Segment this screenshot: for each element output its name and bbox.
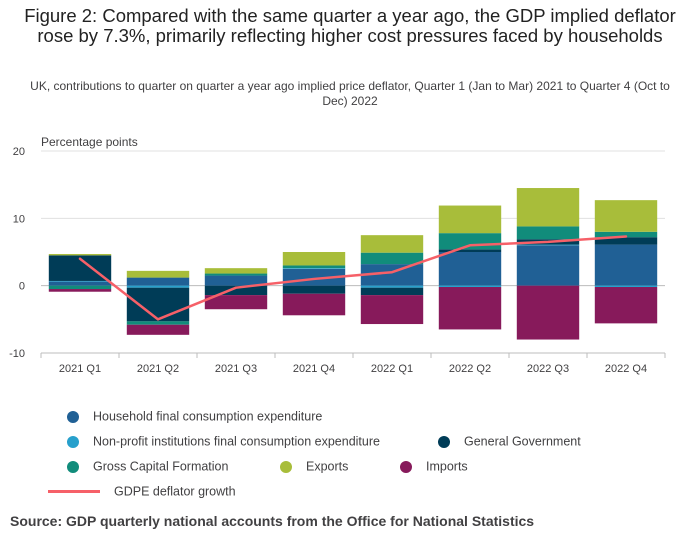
legend-item-exports[interactable]: Exports (280, 459, 348, 474)
legend-item-npish[interactable]: Non-profit institutions final consumptio… (67, 434, 380, 449)
legend-item-gdpe[interactable]: GDPE deflator growth (48, 484, 236, 499)
chart-subtitle: UK, contributions to quarter on quarter … (30, 79, 670, 108)
bar-s5-c0 (48, 289, 112, 292)
bar-s3-c1 (126, 321, 190, 325)
bar-s2-c4 (360, 287, 424, 296)
bar-s5-c7 (594, 287, 658, 324)
bar-s1-c1 (126, 285, 190, 288)
bar-s1-c7 (594, 285, 658, 288)
bar-s1-c3 (282, 268, 346, 269)
bar-s3-c2 (204, 273, 268, 276)
legend-label-exports: Exports (306, 459, 349, 474)
bar-s4-c5 (438, 205, 502, 234)
y-tick-label-3: -10 (9, 348, 25, 360)
legend-swatch-government (438, 435, 450, 448)
bar-s0-c6 (516, 245, 580, 286)
x-tick-label-3: 2021 Q4 (293, 363, 335, 375)
bar-s4-c1 (126, 270, 190, 278)
bar-s5-c1 (126, 324, 190, 335)
bar-s2-c2 (204, 285, 268, 296)
bar-s3-c7 (594, 231, 658, 238)
y-axis-label: Percentage points (41, 135, 138, 149)
legend-label-imports: Imports (426, 459, 468, 474)
legend-swatch-gdpe (48, 490, 100, 494)
y-tick-label-2: 0 (19, 281, 25, 293)
y-tick-label-1: 10 (13, 213, 25, 225)
bar-s0-c5 (438, 252, 502, 286)
bar-s1-c5 (438, 285, 502, 288)
x-tick-label-1: 2021 Q2 (137, 363, 179, 375)
legend-swatch-exports (280, 460, 292, 473)
legend-label-npish: Non-profit institutions final consumptio… (93, 434, 380, 449)
x-tick-label-0: 2021 Q1 (59, 363, 101, 375)
legend-swatch-gcf (67, 460, 79, 473)
legend-label-household: Household final consumption expenditure (93, 409, 323, 424)
legend-swatch-imports (400, 460, 412, 473)
bar-s2-c3 (282, 285, 346, 294)
legend-label-gcf: Gross Capital Formation (93, 459, 229, 474)
bar-s3-c5 (438, 233, 502, 250)
bar-s4-c6 (516, 188, 580, 227)
bar-s4-c4 (360, 235, 424, 253)
x-tick-label-2: 2021 Q3 (215, 363, 257, 375)
bar-s4-c7 (594, 200, 658, 232)
chart-title: Figure 2: Compared with the same quarter… (24, 5, 676, 46)
bar-s5-c4 (360, 295, 424, 325)
bar-s4-c3 (282, 252, 346, 266)
bar-s2-c5 (438, 249, 502, 252)
legend-item-household[interactable]: Household final consumption expenditure (67, 409, 322, 424)
y-tick-label-0: 20 (13, 146, 25, 158)
source-note: Source: GDP quarterly national accounts … (10, 513, 535, 529)
legend-item-gcf[interactable]: Gross Capital Formation (67, 459, 228, 474)
bar-s1-c4 (360, 285, 424, 288)
bar-s2-c1 (126, 287, 190, 322)
legend-swatch-household (67, 410, 79, 423)
bar-s4-c0 (48, 254, 112, 256)
bar-s5-c6 (516, 285, 580, 340)
bar-s0-c7 (594, 244, 658, 286)
legend-label-government: General Government (464, 434, 581, 449)
bar-s1-c6 (516, 244, 580, 246)
bar-s3-c4 (360, 252, 424, 265)
legend-swatch-npish (67, 435, 79, 448)
bar-s4-c2 (204, 268, 268, 274)
bar-s0-c0 (48, 281, 112, 286)
x-tick-label-7: 2022 Q4 (605, 363, 647, 375)
legend-item-government[interactable]: General Government (438, 434, 581, 449)
bar-s5-c2 (204, 295, 268, 310)
bar-s2-c7 (594, 237, 658, 245)
bar-s5-c5 (438, 287, 502, 330)
bar-s0-c2 (204, 275, 268, 286)
bar-s5-c3 (282, 293, 346, 316)
gdpe-line (78, 235, 628, 321)
bar-s0-c4 (360, 264, 424, 286)
bar-s3-c0 (48, 285, 112, 290)
x-tick-label-6: 2022 Q3 (527, 363, 569, 375)
bar-s3-c3 (282, 265, 346, 269)
bar-s0-c1 (126, 277, 190, 286)
x-tick-label-4: 2022 Q1 (371, 363, 413, 375)
x-tick-label-5: 2022 Q2 (449, 363, 491, 375)
legend-item-imports[interactable]: Imports (400, 459, 468, 474)
legend-label-gdpe: GDPE deflator growth (114, 484, 236, 499)
bar-s1-c0 (48, 280, 112, 282)
bar-s3-c6 (516, 226, 580, 240)
